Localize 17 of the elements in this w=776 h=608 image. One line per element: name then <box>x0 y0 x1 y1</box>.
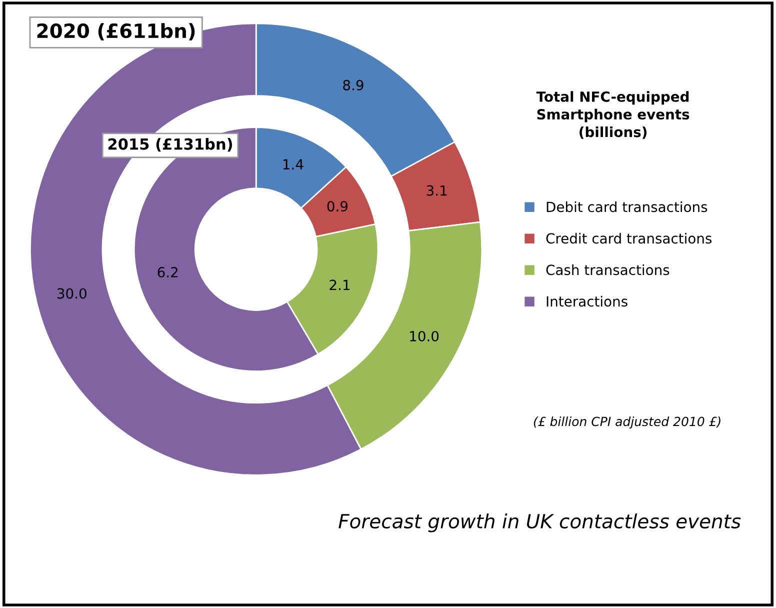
legend-label: Credit card transactions <box>546 232 712 244</box>
data-label: 1.4 <box>283 159 304 170</box>
data-label: 3.1 <box>426 185 447 196</box>
slice-label: 2020 (£611bn) <box>37 23 195 40</box>
text: Forecast growth in UK contactless events <box>338 513 741 532</box>
data-label: 6.2 <box>158 266 178 278</box>
slice-label: 2015 (£131bn) <box>108 138 232 152</box>
legend-title: Total NFC-equipped Smartphone events (billions) <box>536 91 690 139</box>
legend-label: Interactions <box>546 296 628 307</box>
data-label: 30.0 <box>57 288 86 299</box>
data-label: 2.1 <box>330 280 350 290</box>
legend-label: Cash transactions <box>546 264 670 276</box>
text: (£ billion CPI adjusted 2010 £) <box>534 416 720 429</box>
legend-label: Debit card transactions <box>546 201 708 212</box>
data-label: 8.9 <box>343 80 364 90</box>
data-label: 0.9 <box>327 201 348 212</box>
data-label: 10.0 <box>410 330 439 342</box>
